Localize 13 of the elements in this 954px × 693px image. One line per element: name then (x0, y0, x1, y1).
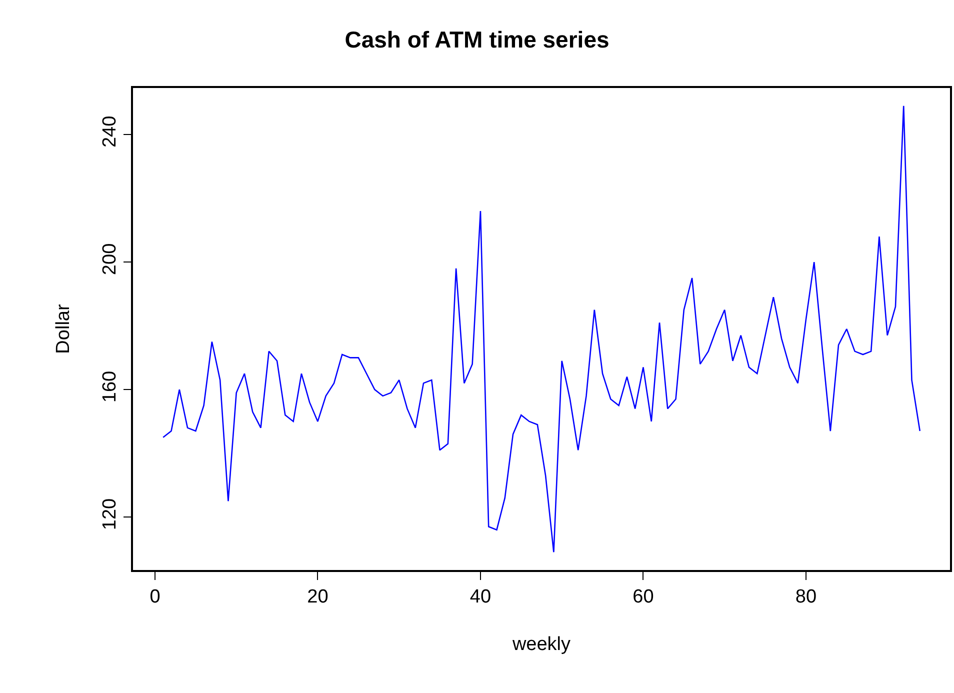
y-axis-title: Dollar (53, 304, 74, 354)
x-tick-label: 20 (307, 586, 328, 608)
y-tick-label: 200 (100, 243, 121, 276)
x-tick-label: 0 (150, 586, 160, 608)
x-tick-label: 60 (632, 586, 654, 608)
x-axis-title: weekly (511, 634, 572, 655)
y-tick-label: 120 (100, 498, 121, 530)
x-tick-label: 80 (795, 586, 817, 608)
chart-title: Cash of ATM time series (344, 26, 610, 52)
y-tick-label: 240 (100, 116, 121, 148)
x-tick-label: 40 (470, 586, 492, 608)
y-tick-label: 160 (100, 370, 121, 403)
line-series (162, 105, 921, 553)
